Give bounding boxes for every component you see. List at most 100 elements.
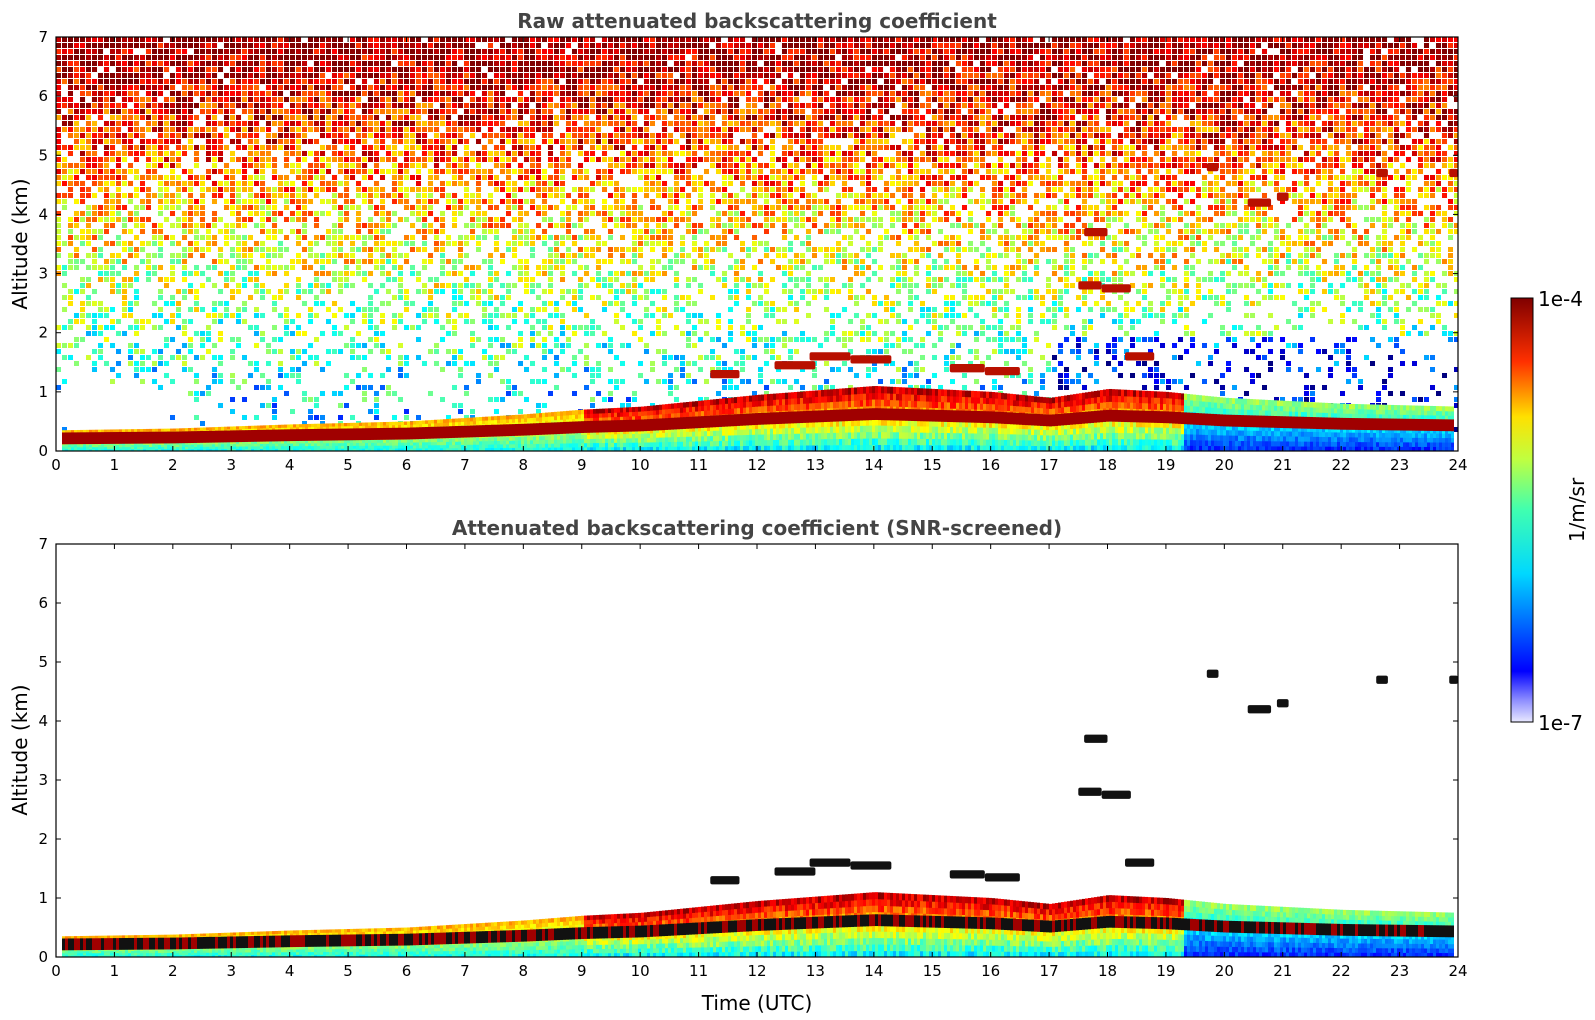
x-tick-label-raw-19: 19 <box>1156 456 1175 474</box>
x-tick-label-snr-3: 3 <box>226 962 236 980</box>
cloud-layer-snr-2 <box>809 858 851 867</box>
x-tick-label-raw-0: 0 <box>51 456 61 474</box>
x-tick-label-raw-13: 13 <box>806 456 825 474</box>
y-tick-label-snr-4: 4 <box>38 712 48 730</box>
cloud-layers-snr <box>710 669 1458 885</box>
x-tick-label-raw-9: 9 <box>577 456 587 474</box>
cloud-layer-raw-0 <box>710 369 740 379</box>
panel-raw: Raw attenuated backscattering coefficien… <box>8 9 1468 474</box>
cloud-layer-snr-10 <box>1206 669 1219 678</box>
boundary-layer-raw <box>62 386 1454 451</box>
cloud-layer-raw-3 <box>850 355 892 364</box>
cloud-layer-raw-13 <box>1376 168 1388 178</box>
axes-frame-snr <box>55 543 1459 958</box>
panel-snr: Attenuated backscattering coefficient (S… <box>8 516 1468 1015</box>
x-tick-label-snr-16: 16 <box>981 962 1000 980</box>
cloud-layer-snr-3 <box>850 861 892 870</box>
colorbar: 1e-4 1e-7 1/m/sr <box>1510 287 1589 735</box>
boundary-layer-snr <box>62 892 1454 957</box>
x-tick-label-raw-7: 7 <box>460 456 470 474</box>
x-tick-label-snr-20: 20 <box>1215 962 1234 980</box>
x-tick-label-snr-1: 1 <box>110 962 120 980</box>
cloud-layer-snr-13 <box>1376 675 1388 684</box>
x-tick-label-snr-13: 13 <box>806 962 825 980</box>
x-tick-label-snr-6: 6 <box>402 962 412 980</box>
x-tick-label-raw-2: 2 <box>168 456 178 474</box>
cloud-layer-raw-7 <box>1101 284 1131 293</box>
x-tick-label-raw-6: 6 <box>402 456 412 474</box>
cloud-layer-raw-10 <box>1206 162 1219 172</box>
cloud-layer-snr-5 <box>984 873 1020 882</box>
cloud-layer-snr-11 <box>1247 705 1272 714</box>
cloud-layer-snr-1 <box>774 867 816 876</box>
cloud-layer-raw-4 <box>949 364 985 373</box>
x-tick-label-raw-12: 12 <box>747 456 766 474</box>
x-tick-label-snr-2: 2 <box>168 962 178 980</box>
x-tick-label-raw-3: 3 <box>226 456 236 474</box>
colorbar-max-label: 1e-4 <box>1538 287 1583 311</box>
y-tick-label-raw-6: 6 <box>38 87 48 105</box>
y-tick-label-snr-3: 3 <box>38 771 48 789</box>
y-tick-label-snr-5: 5 <box>38 653 48 671</box>
cloud-layer-snr-8 <box>1084 734 1108 743</box>
ticks-raw: 0 1 2 3 4 5 6 7 8 9 10 11 12 13 14 15 16 17 18 19 20 21 22 23 24… <box>38 28 1467 474</box>
y-tick-label-snr-0: 0 <box>38 948 48 966</box>
cloud-layer-snr-0 <box>710 876 740 885</box>
cloud-layer-snr-12 <box>1276 699 1289 708</box>
x-tick-label-raw-20: 20 <box>1215 456 1234 474</box>
x-tick-label-raw-5: 5 <box>343 456 353 474</box>
x-tick-label-snr-8: 8 <box>519 962 529 980</box>
y-tick-label-raw-3: 3 <box>38 265 48 283</box>
x-tick-label-snr-24: 24 <box>1448 962 1467 980</box>
cloud-layer-snr-9 <box>1125 858 1155 867</box>
x-tick-label-snr-18: 18 <box>1098 962 1117 980</box>
cloud-layer-raw-5 <box>984 367 1020 376</box>
x-tick-label-raw-8: 8 <box>519 456 529 474</box>
x-axis-label-snr: Time (UTC) <box>701 991 813 1015</box>
y-tick-label-snr-2: 2 <box>38 830 48 848</box>
colorbar-unit-label: 1/m/sr <box>1565 477 1589 542</box>
x-tick-label-snr-7: 7 <box>460 962 470 980</box>
x-tick-label-snr-14: 14 <box>864 962 883 980</box>
x-tick-label-raw-4: 4 <box>285 456 295 474</box>
x-tick-label-snr-15: 15 <box>923 962 942 980</box>
x-tick-label-snr-12: 12 <box>747 962 766 980</box>
colorbar-gradient <box>1510 297 1534 723</box>
x-tick-label-raw-11: 11 <box>689 456 708 474</box>
chart-title-raw: Raw attenuated backscattering coefficien… <box>517 9 997 33</box>
plot-area-raw <box>56 37 1458 451</box>
cloud-layer-snr-14 <box>1449 675 1458 684</box>
x-tick-label-snr-9: 9 <box>577 962 587 980</box>
cloud-layer-raw-11 <box>1247 198 1272 207</box>
x-tick-label-raw-21: 21 <box>1273 456 1292 474</box>
y-axis-label-raw: Altitude (km) <box>8 178 32 309</box>
y-tick-label-snr-7: 7 <box>38 535 48 553</box>
x-tick-label-snr-4: 4 <box>285 962 295 980</box>
plot-area-snr <box>62 669 1458 957</box>
x-tick-label-snr-0: 0 <box>51 962 61 980</box>
x-tick-label-raw-22: 22 <box>1332 456 1351 474</box>
y-tick-label-raw-2: 2 <box>38 324 48 342</box>
x-tick-label-raw-16: 16 <box>981 456 1000 474</box>
y-tick-label-snr-6: 6 <box>38 594 48 612</box>
cloud-layer-snr-6 <box>1078 787 1102 796</box>
cloud-layer-snr-4 <box>949 870 985 879</box>
x-tick-label-raw-23: 23 <box>1390 456 1409 474</box>
noise-field-raw <box>56 37 1458 450</box>
x-tick-label-raw-10: 10 <box>631 456 650 474</box>
cloud-layer-raw-9 <box>1125 352 1155 361</box>
x-tick-label-snr-10: 10 <box>631 962 650 980</box>
x-tick-label-raw-1: 1 <box>110 456 120 474</box>
x-tick-label-raw-14: 14 <box>864 456 883 474</box>
x-tick-label-snr-22: 22 <box>1332 962 1351 980</box>
ticks-snr: 0 1 2 3 4 5 6 7 8 9 10 11 12 13 14 15 16 17 18 19 20 21 22 23 24… <box>38 535 1467 980</box>
x-tick-label-snr-21: 21 <box>1273 962 1292 980</box>
cloud-layer-raw-1 <box>774 361 816 370</box>
x-tick-label-raw-15: 15 <box>923 456 942 474</box>
cloud-layer-raw-8 <box>1084 228 1108 237</box>
y-tick-label-raw-4: 4 <box>38 205 48 223</box>
y-tick-label-raw-1: 1 <box>38 383 48 401</box>
colorbar-min-label: 1e-7 <box>1538 711 1583 735</box>
cloud-layer-raw-14 <box>1449 168 1458 178</box>
